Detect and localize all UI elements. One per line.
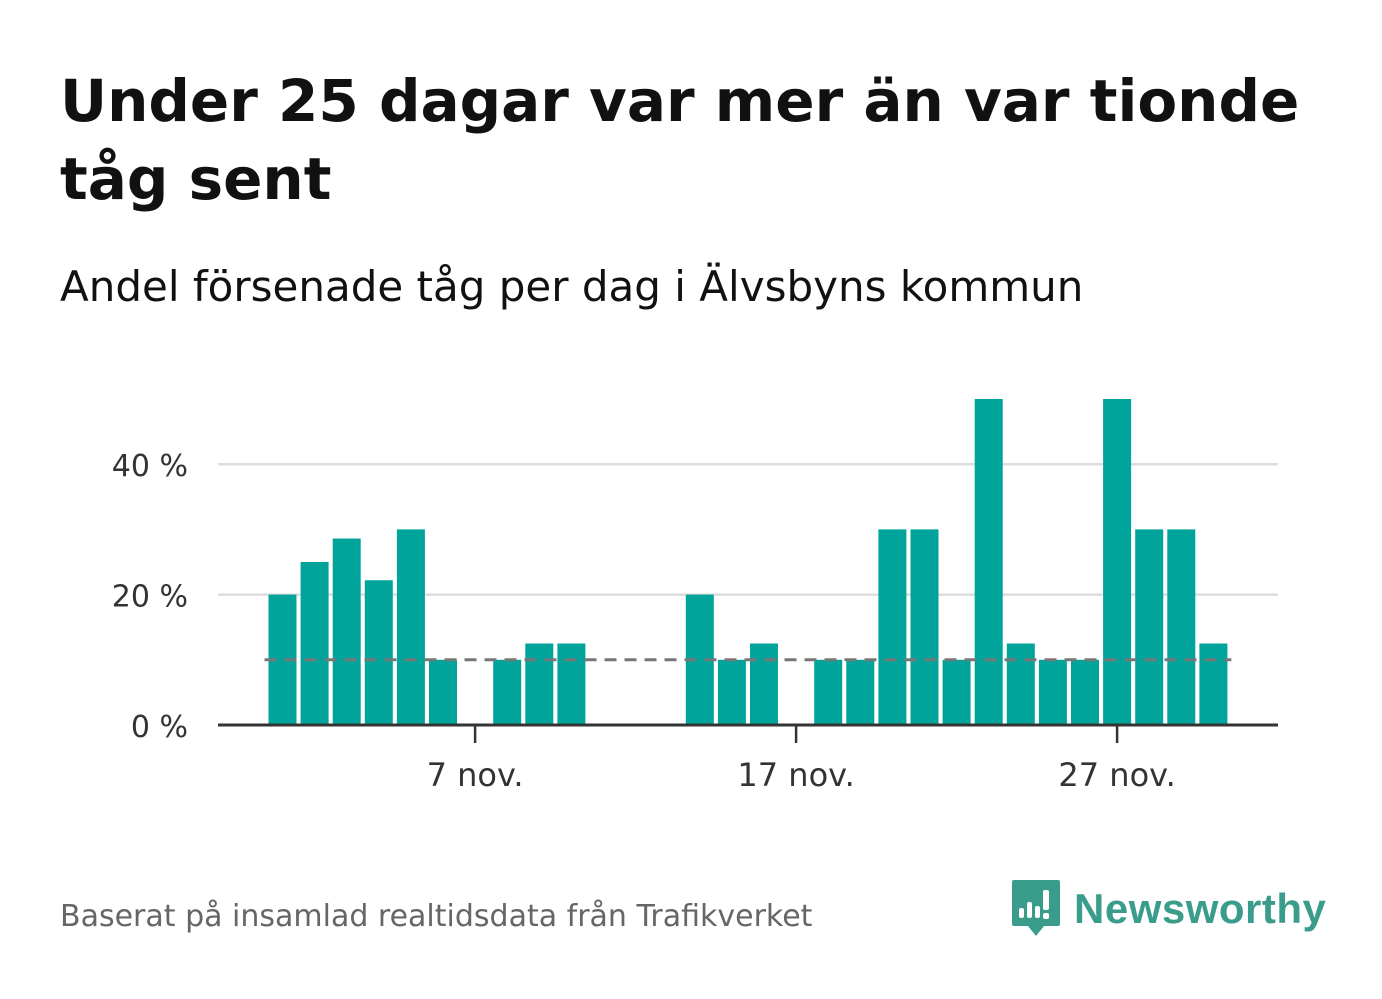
bar — [332, 538, 361, 725]
x-tick-label: 7 nov. — [427, 756, 524, 794]
chart-title: Under 25 dagar var mer än var tionde tåg… — [60, 67, 1300, 213]
y-tick-label: 20 % — [112, 580, 188, 615]
bar — [429, 659, 457, 725]
bar — [878, 529, 907, 725]
bar — [717, 659, 746, 725]
bar — [557, 643, 586, 725]
source-note: Baserat på insamlad realtidsdata från Tr… — [60, 899, 813, 934]
bar — [910, 529, 939, 725]
bar — [942, 659, 971, 725]
brand-name: Newsworthy — [1074, 885, 1327, 932]
y-tick-label: 0 % — [131, 710, 188, 745]
newsworthy-logo-icon — [1012, 880, 1060, 936]
bar — [1167, 529, 1196, 725]
bar — [493, 659, 522, 725]
bar — [525, 643, 554, 725]
gridlines — [218, 462, 1278, 596]
x-axis-ticks: 7 nov. 17 nov. 27 nov. — [427, 725, 1176, 794]
x-tick-label: 17 nov. — [737, 756, 854, 794]
chart-subtitle: Andel försenade tåg per dag i Älvsbyns k… — [60, 262, 1084, 311]
bar — [750, 643, 778, 725]
bar — [974, 399, 1003, 725]
brand-logo: Newsworthy — [1010, 877, 1326, 941]
y-axis-ticks: 0 % 20 % 40 % — [112, 449, 188, 745]
bar — [1135, 529, 1164, 725]
bar — [364, 580, 393, 725]
x-tick-label: 27 nov. — [1058, 756, 1175, 794]
bar — [846, 659, 875, 725]
bar — [814, 659, 843, 725]
bar — [1199, 643, 1228, 725]
bar — [300, 562, 329, 725]
bar — [1006, 643, 1035, 725]
bar — [1038, 659, 1067, 725]
bars — [268, 399, 1228, 725]
bar — [396, 529, 425, 725]
bar — [1071, 659, 1099, 725]
bar — [1103, 399, 1132, 725]
y-tick-label: 40 % — [112, 449, 188, 484]
